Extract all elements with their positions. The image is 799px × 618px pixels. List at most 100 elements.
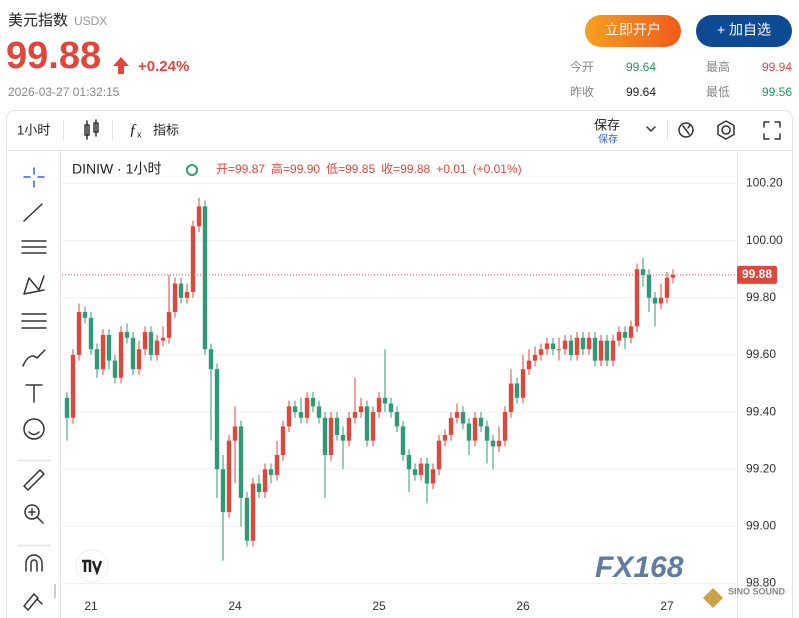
fullscreen-icon[interactable] [763, 121, 781, 140]
stat-value: 99.56 [762, 85, 792, 99]
watermark-sub: SINO SOUND [728, 586, 786, 596]
crosshair-tool[interactable] [23, 167, 45, 188]
candle-body [352, 412, 358, 418]
price: 99.88 [6, 35, 101, 77]
candle-body [550, 343, 556, 350]
ruler-tool[interactable] [23, 469, 45, 491]
candle-body [364, 406, 370, 441]
candle-body [514, 383, 520, 398]
lock-tool[interactable] [23, 593, 43, 611]
candle-body [382, 397, 388, 404]
candle-body [604, 340, 610, 361]
candle-body [580, 337, 586, 350]
candle-body [292, 406, 298, 413]
magnet-tool[interactable] [25, 554, 43, 572]
y-tick-label: 98.80 [746, 576, 776, 590]
candle-body [658, 297, 664, 304]
candle-body [190, 226, 196, 293]
candle-body [298, 412, 304, 418]
candle-body [616, 332, 622, 341]
last-price-tag [737, 265, 777, 284]
alert-icon[interactable] [678, 122, 694, 138]
fx-icon-x: x [137, 129, 142, 139]
datetime: 2026-03-27 01:32:15 [8, 85, 120, 99]
open-account-label[interactable]: 立即开户 [605, 22, 661, 38]
x-tick-label: 26 [516, 599, 530, 613]
y-tick-label: 99.60 [746, 347, 776, 361]
text-tool[interactable] [25, 384, 43, 403]
candle-body [310, 397, 316, 407]
candle-body [448, 417, 454, 435]
candle-body [88, 317, 94, 350]
candle-body [112, 360, 118, 378]
candle-body [520, 369, 526, 398]
candle-type-icon[interactable] [84, 119, 99, 140]
candle-body [394, 412, 400, 427]
brush-tool[interactable] [22, 349, 46, 367]
chart-frame [6, 110, 793, 618]
y-tick-label: 100.20 [746, 176, 783, 190]
candle-body [184, 292, 190, 298]
candle-body [148, 332, 154, 355]
candle-body [442, 434, 448, 441]
add-watch-button[interactable] [696, 15, 792, 47]
candle-body [160, 337, 166, 341]
save[interactable]: 保存 [594, 117, 620, 132]
zoom-tool[interactable] [24, 504, 44, 524]
candle-body [100, 334, 106, 370]
candle-body [472, 417, 478, 441]
candle-body [562, 340, 568, 350]
legend-item: 开=99.87 [216, 162, 265, 176]
candle-body [340, 434, 346, 441]
candle-body [454, 412, 460, 418]
candle-body [214, 369, 220, 470]
candle-body [76, 312, 82, 355]
x-tick-label: 24 [228, 599, 242, 613]
candle-body [388, 403, 394, 413]
chart-symbol: DINIW · 1小时 [72, 161, 161, 177]
up-arrow [113, 57, 129, 74]
candle-body [94, 349, 100, 370]
candle-body [466, 423, 472, 441]
fib-tool[interactable] [21, 240, 47, 254]
trendline-tool[interactable] [23, 203, 43, 222]
candle-body [430, 469, 436, 484]
stat-value: 99.64 [626, 85, 656, 99]
open-account-button[interactable] [585, 15, 681, 47]
candle-body [286, 406, 292, 427]
sino-logo [703, 588, 723, 608]
candle-body [376, 397, 382, 413]
candle-body [412, 469, 418, 475]
pattern-tool[interactable] [23, 275, 45, 295]
candle-body [328, 417, 334, 455]
x-tick-label: 27 [660, 599, 674, 613]
emoji-tool[interactable] [23, 418, 45, 440]
candle-body [574, 337, 580, 355]
candle-body [172, 283, 178, 313]
indicators[interactable]: 指标 [153, 122, 179, 137]
settings-icon[interactable] [717, 120, 735, 140]
save-menu[interactable] [646, 126, 656, 132]
candle-body [142, 332, 148, 350]
candle-body [334, 417, 340, 435]
candle-body [82, 312, 88, 318]
status-dot [186, 164, 198, 176]
stat-label: 今开 [570, 59, 594, 74]
candle-body [274, 454, 280, 475]
candle-body [304, 397, 310, 418]
candle-body [508, 383, 514, 413]
candle-body [238, 426, 244, 498]
prediction-tool[interactable] [21, 313, 47, 329]
add-watch-label[interactable]: + 加自选 [717, 22, 771, 38]
candle-body [538, 349, 544, 355]
candle-body [106, 334, 112, 361]
fx-icon[interactable]: ƒ [129, 122, 137, 139]
candle-body [124, 332, 130, 338]
candle-body [628, 326, 634, 338]
x-tick-label: 21 [84, 599, 98, 613]
candle-body [232, 426, 238, 441]
interval[interactable]: 1小时 [17, 122, 50, 137]
candle-body [136, 349, 142, 370]
title: 美元指数 [8, 12, 68, 29]
